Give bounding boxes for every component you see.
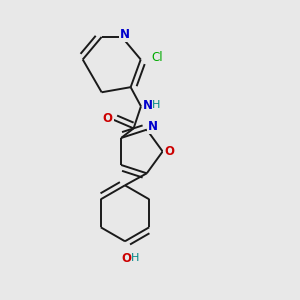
Text: Cl: Cl	[151, 51, 163, 64]
Text: N: N	[120, 28, 130, 41]
Text: H: H	[130, 254, 139, 263]
Text: H: H	[152, 100, 161, 110]
Text: N: N	[143, 99, 153, 112]
Text: O: O	[164, 145, 174, 158]
Text: O: O	[122, 252, 131, 265]
Text: N: N	[148, 120, 158, 133]
Text: O: O	[103, 112, 113, 125]
